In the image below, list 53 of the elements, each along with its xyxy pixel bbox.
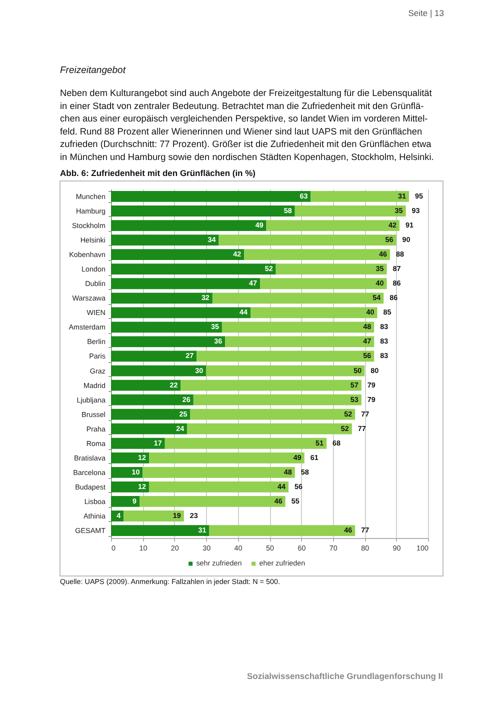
bar	[140, 496, 286, 507]
bar	[111, 452, 150, 464]
bar	[111, 438, 165, 449]
bar	[244, 249, 390, 260]
bar	[111, 510, 124, 522]
bar	[212, 292, 384, 304]
bar	[294, 206, 406, 216]
bar	[111, 249, 244, 260]
bar	[206, 365, 365, 376]
bar	[111, 206, 295, 216]
bar	[180, 380, 362, 391]
bar	[164, 438, 327, 449]
bar	[222, 322, 374, 333]
bar	[111, 496, 140, 507]
bar	[111, 234, 219, 246]
bar	[193, 394, 362, 406]
bar	[250, 307, 378, 318]
bar	[111, 191, 311, 202]
bar	[111, 322, 222, 333]
bar	[111, 365, 206, 376]
bar	[111, 394, 194, 406]
bar	[149, 452, 304, 464]
text: Neben dem Kulturangebot sind auch Angebote der Freizeitgestaltung für die Lebensqualität in einer Stadt von zentraler Bedeutung. Betrachtet man die Zufriedenheit mit den Grünflä- chen aus einer europäisch vergleichenden Perspektive, so landet Wien im vorderen Mittel- feld. Rund 88 Prozent aller Wienerinnen und Wiener sind laut UAPS mit den Grünflächen zufrieden (Durchschnitt: 77 Prozent). Größer ist die Zufriedenheit mit den Grünflächen etwa in München und Hamburg sowie den nordischen Städten Kopenhagen, Stockholm, Helsinki.	[60, 88, 434, 162]
bar	[111, 336, 226, 348]
bar	[111, 264, 276, 275]
bar	[196, 350, 374, 362]
bar	[266, 220, 400, 231]
bar	[111, 408, 190, 420]
bar	[111, 220, 266, 231]
bar	[276, 264, 387, 275]
bar	[111, 307, 250, 318]
bar	[111, 482, 150, 492]
bar	[124, 510, 184, 522]
chart-title: Abb. 6: Zufriedenheit mit den Grünflächen (in %)	[60, 168, 256, 178]
bar	[187, 423, 352, 434]
bar	[111, 278, 260, 290]
bar	[111, 525, 210, 536]
bar	[111, 292, 212, 304]
bar	[111, 423, 188, 434]
bar	[190, 408, 356, 420]
bar	[260, 278, 387, 290]
bar	[149, 482, 289, 492]
text: Seite | 13	[408, 8, 444, 18]
bar	[111, 466, 143, 478]
bar	[111, 380, 181, 391]
bar	[218, 234, 396, 246]
bar	[225, 336, 374, 348]
text: Sozialwissenschaftliche Grundlagenforschung II	[246, 671, 443, 681]
bar	[111, 350, 197, 362]
bar	[142, 466, 295, 478]
text: Freizeitangebot	[60, 65, 126, 76]
bar	[209, 525, 356, 536]
bar	[310, 191, 409, 202]
